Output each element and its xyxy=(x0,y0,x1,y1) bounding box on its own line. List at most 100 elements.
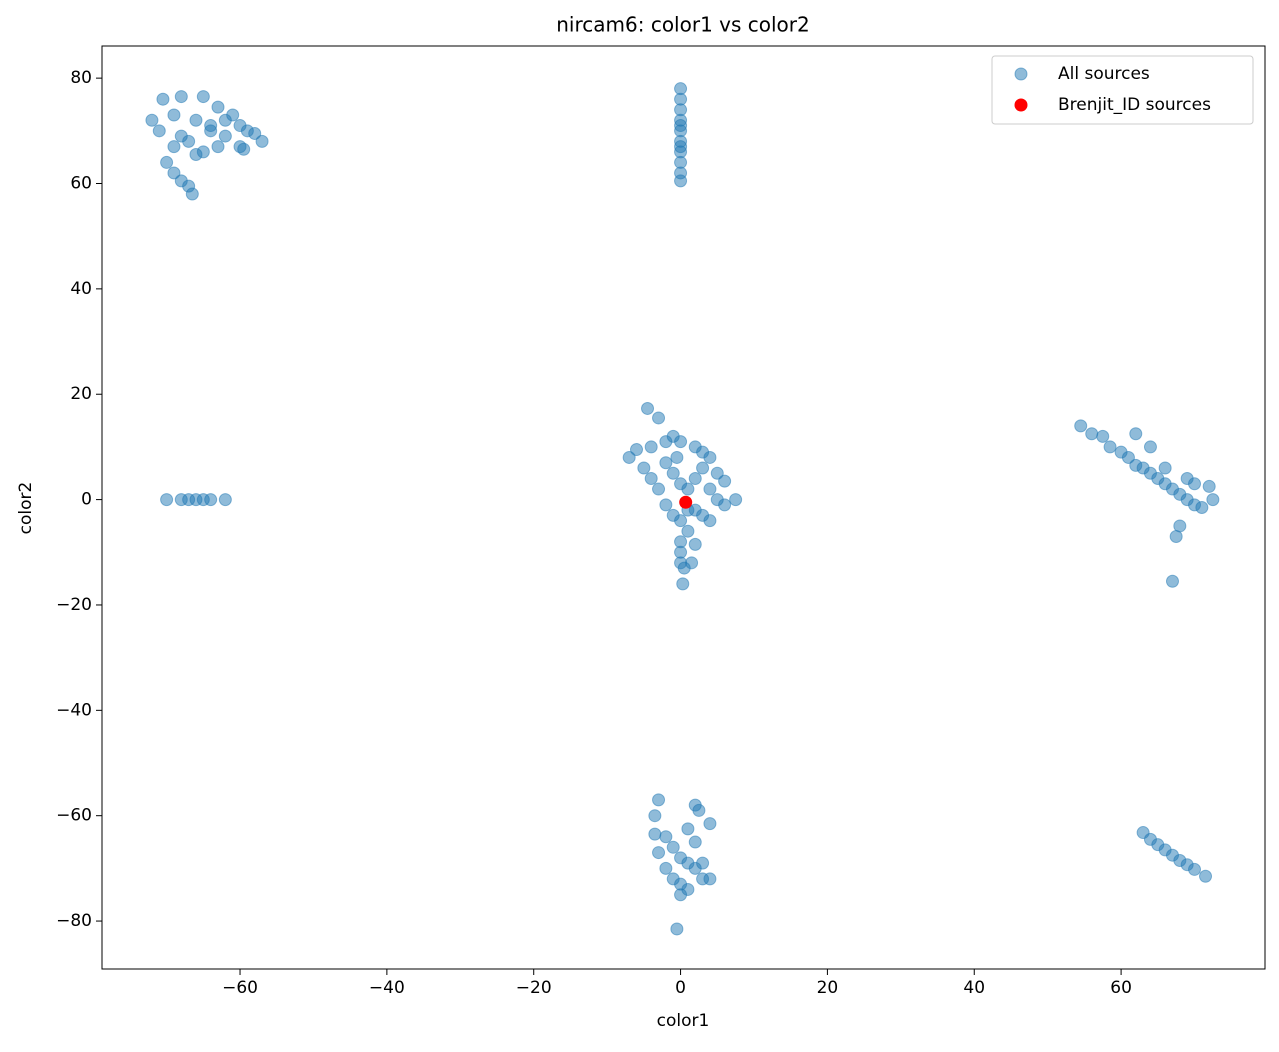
data-point xyxy=(167,140,181,154)
y-tick-label: −60 xyxy=(56,806,92,826)
data-point xyxy=(204,119,218,133)
data-point xyxy=(648,827,662,841)
data-point xyxy=(152,124,166,138)
legend-marker xyxy=(1014,98,1028,112)
data-point xyxy=(1129,427,1143,441)
data-point xyxy=(167,166,181,180)
data-point xyxy=(670,450,684,464)
data-point xyxy=(218,113,232,127)
data-point xyxy=(696,461,710,475)
y-tick-label: 60 xyxy=(70,174,92,194)
data-point xyxy=(1096,429,1110,443)
y-tick-label: 20 xyxy=(70,384,92,404)
y-tick-label: −20 xyxy=(56,595,92,615)
data-point xyxy=(204,493,218,507)
x-axis-label: color1 xyxy=(657,1011,710,1031)
data-point xyxy=(674,888,688,902)
data-point xyxy=(641,401,655,415)
data-point xyxy=(211,140,225,154)
data-point xyxy=(652,846,666,860)
data-point xyxy=(1195,501,1209,514)
data-point xyxy=(622,450,636,464)
data-point xyxy=(1199,869,1213,883)
plot-frame xyxy=(101,45,1266,970)
data-point xyxy=(688,472,702,486)
data-point xyxy=(218,129,232,143)
data-point xyxy=(648,809,662,823)
chart-title: nircam6: color1 vs color2 xyxy=(556,13,810,37)
data-point xyxy=(1074,419,1088,433)
data-point xyxy=(189,113,203,127)
y-tick-label: −80 xyxy=(56,911,92,931)
data-point xyxy=(674,435,688,449)
data-point xyxy=(674,514,688,528)
data-point xyxy=(729,493,743,507)
x-tick-label: 60 xyxy=(1110,978,1132,998)
data-point xyxy=(652,411,666,425)
data-point xyxy=(167,108,181,122)
data-point xyxy=(659,498,673,512)
data-point xyxy=(630,443,644,457)
data-point xyxy=(696,872,710,886)
data-point xyxy=(670,922,684,936)
legend-box xyxy=(991,55,1254,125)
data-point xyxy=(688,537,702,551)
data-point xyxy=(218,493,232,507)
x-tick-label: −40 xyxy=(369,978,405,998)
data-point xyxy=(666,466,680,480)
data-point xyxy=(674,140,688,154)
data-point xyxy=(696,856,710,870)
data-point xyxy=(644,440,658,454)
x-tick-label: −60 xyxy=(222,978,258,998)
x-tick-label: 40 xyxy=(963,978,985,998)
data-point xyxy=(710,493,724,507)
data-point xyxy=(1121,450,1135,464)
data-point xyxy=(1158,461,1172,475)
y-tick-label: 40 xyxy=(70,279,92,299)
data-point xyxy=(681,524,695,538)
data-point xyxy=(692,803,706,817)
data-point xyxy=(685,556,699,570)
data-point xyxy=(644,472,658,486)
data-point xyxy=(710,466,724,480)
data-point xyxy=(1165,574,1179,588)
legend-label: All sources xyxy=(1058,64,1150,84)
legend-marker xyxy=(1014,67,1028,81)
data-point xyxy=(1188,862,1202,876)
data-point xyxy=(1103,440,1117,454)
data-point xyxy=(160,155,174,169)
data-point xyxy=(1202,479,1216,493)
data-point xyxy=(688,835,702,849)
x-tick-label: 0 xyxy=(675,978,686,998)
y-tick-label: −40 xyxy=(56,700,92,720)
y-tick-label: 0 xyxy=(81,490,92,510)
data-point xyxy=(659,861,673,875)
data-point xyxy=(674,119,688,133)
x-tick-label: −20 xyxy=(516,978,552,998)
legend-label: Brenjit_ID sources xyxy=(1058,95,1211,115)
data-point xyxy=(703,817,717,831)
data-point xyxy=(679,495,693,509)
data-point xyxy=(1143,440,1157,454)
data-point xyxy=(1188,477,1202,491)
data-point xyxy=(659,456,673,470)
y-tick-label: 80 xyxy=(70,68,92,88)
data-point xyxy=(145,113,159,127)
data-point xyxy=(255,134,269,148)
data-point xyxy=(666,840,680,854)
x-tick-label: 20 xyxy=(817,978,839,998)
data-point xyxy=(1206,493,1220,507)
data-point xyxy=(674,174,688,188)
data-point xyxy=(718,474,732,488)
data-point xyxy=(233,119,247,133)
data-point xyxy=(659,830,673,844)
data-point xyxy=(196,90,210,104)
data-point xyxy=(1085,427,1099,441)
data-point xyxy=(189,148,203,162)
data-point xyxy=(185,187,199,201)
data-point xyxy=(637,461,651,475)
data-point xyxy=(237,142,251,156)
data-point xyxy=(652,482,666,496)
